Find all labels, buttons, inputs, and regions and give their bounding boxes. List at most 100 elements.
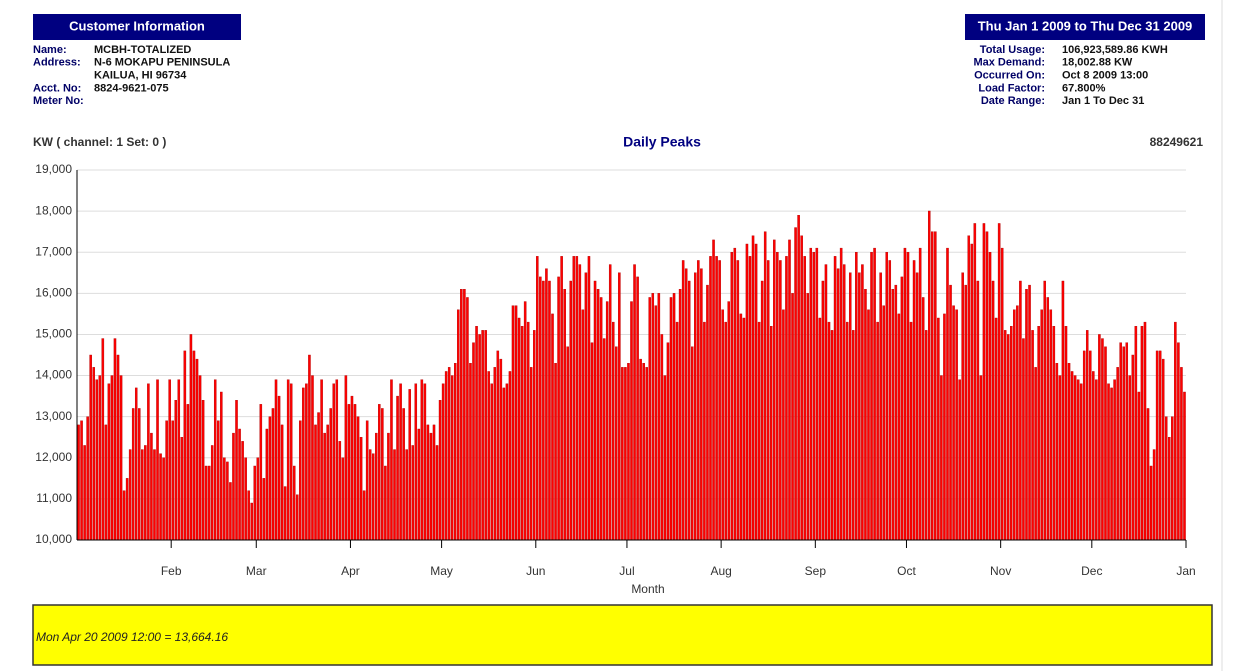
bar [918, 247, 922, 541]
bar [141, 449, 144, 541]
bar [302, 387, 305, 541]
bar [760, 280, 764, 541]
bar [213, 379, 217, 541]
x-axis-label: Month [631, 582, 664, 596]
bar [159, 453, 162, 541]
bar [469, 363, 472, 541]
bar [511, 305, 515, 541]
bar [305, 383, 308, 541]
bar [754, 243, 758, 541]
bar [879, 272, 882, 541]
bar [703, 321, 706, 541]
info-label: Total Usage: [980, 44, 1045, 56]
y-tick-label: 15,000 [35, 327, 72, 341]
bar [891, 289, 895, 541]
bar [271, 408, 275, 541]
bar [1010, 326, 1013, 541]
bar [706, 284, 709, 541]
bar [153, 449, 156, 541]
customer-header [33, 14, 241, 40]
bar [770, 326, 773, 541]
bar [651, 293, 655, 541]
bar [150, 432, 153, 541]
bar [320, 379, 323, 541]
bar [1143, 321, 1147, 541]
bar [1125, 342, 1129, 541]
bar [885, 252, 888, 541]
bar [268, 416, 272, 541]
x-tick-label: Oct [897, 564, 916, 578]
bar [751, 235, 755, 541]
bar [572, 256, 576, 541]
bar [1006, 334, 1010, 541]
bar [697, 260, 700, 541]
bar [520, 326, 524, 541]
bar [931, 231, 934, 541]
bar [192, 350, 196, 541]
bar [332, 383, 336, 541]
bar [241, 441, 244, 541]
bar [864, 289, 867, 541]
bar [460, 289, 463, 541]
bar [253, 465, 257, 541]
bar [812, 252, 816, 541]
x-tick-label: May [430, 564, 453, 578]
bar [809, 247, 813, 541]
bar [748, 256, 752, 541]
bar [727, 301, 730, 541]
bar [381, 408, 384, 541]
bar [1104, 346, 1107, 541]
bar [715, 256, 718, 541]
summary-title: Thu Jan 1 2009 to Thu Dec 31 2009 [978, 18, 1193, 33]
bar [505, 383, 509, 541]
bar [1061, 280, 1065, 541]
bar [1070, 371, 1074, 541]
bar [973, 223, 977, 541]
bar [180, 437, 184, 541]
bar [867, 309, 870, 541]
bar [183, 350, 187, 541]
bar [675, 321, 679, 541]
bar [156, 379, 159, 541]
bar [596, 289, 600, 541]
bar [937, 317, 940, 541]
x-tick-label: Jun [526, 564, 545, 578]
bar [694, 272, 697, 541]
bar [223, 457, 226, 541]
bar [247, 490, 250, 541]
bar [472, 342, 475, 541]
bar [687, 280, 691, 541]
bar [144, 445, 147, 541]
x-tick-label: Nov [990, 564, 1011, 578]
bar [970, 243, 974, 541]
bar [280, 424, 284, 541]
bar [277, 395, 281, 541]
bar [526, 321, 530, 541]
bar [909, 321, 913, 541]
bar [1146, 408, 1150, 541]
bar [1128, 375, 1132, 541]
bar [165, 420, 168, 541]
bar [818, 317, 822, 541]
bar [457, 309, 460, 541]
bar [681, 260, 685, 541]
bar [979, 375, 983, 541]
x-tick-label: Dec [1081, 564, 1102, 578]
info-label: Max Demand: [973, 57, 1045, 69]
bar [560, 256, 563, 541]
bar [602, 338, 606, 541]
bar [454, 363, 457, 541]
bar [347, 404, 351, 541]
bar [110, 375, 114, 541]
bar [86, 416, 89, 541]
bar [101, 338, 105, 541]
bar [441, 383, 445, 541]
bar [529, 367, 533, 541]
bar [499, 358, 503, 541]
bar [906, 252, 910, 541]
bar [757, 321, 761, 541]
bar [873, 247, 876, 541]
info-value: 106,923,589.86 KWH [1062, 44, 1168, 56]
bar [1028, 284, 1031, 541]
y-tick-label: 14,000 [35, 368, 72, 382]
